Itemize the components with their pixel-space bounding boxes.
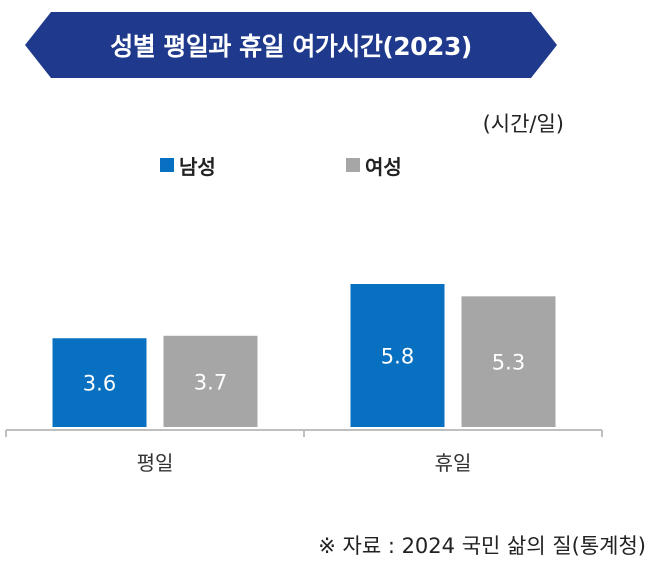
unit-label: (시간/일) (482, 112, 564, 136)
bar-male-1 (52, 338, 147, 427)
source-note: ※ 자료 : 2024 국민 삶의 질(통계청) (318, 534, 646, 558)
legend-swatch-female (346, 158, 360, 172)
data-label-female-1: 3.7 (194, 370, 227, 394)
legend: 남성 여성 (160, 150, 460, 182)
legend-label-female: 여성 (365, 154, 402, 179)
chart-title: 성별 평일과 휴일 여가시간(2023) (110, 32, 472, 61)
x-tick-label-1: 평일 (137, 451, 174, 475)
legend-swatch-male (160, 158, 174, 172)
legend-item-male: 남성 (160, 150, 216, 180)
title-banner-shape (25, 12, 557, 78)
legend-item-female: 여성 (346, 150, 402, 180)
data-label-male-1: 3.6 (83, 372, 116, 396)
bar-female-2 (461, 296, 556, 427)
legend-label-male: 남성 (179, 154, 216, 179)
data-label-male-2: 5.8 (381, 345, 414, 369)
bar-male-2 (350, 284, 445, 427)
data-label-female-2: 5.3 (492, 351, 525, 375)
x-tick-label-2: 휴일 (435, 451, 472, 475)
bar-female-1 (163, 335, 258, 427)
title-banner (25, 12, 557, 78)
